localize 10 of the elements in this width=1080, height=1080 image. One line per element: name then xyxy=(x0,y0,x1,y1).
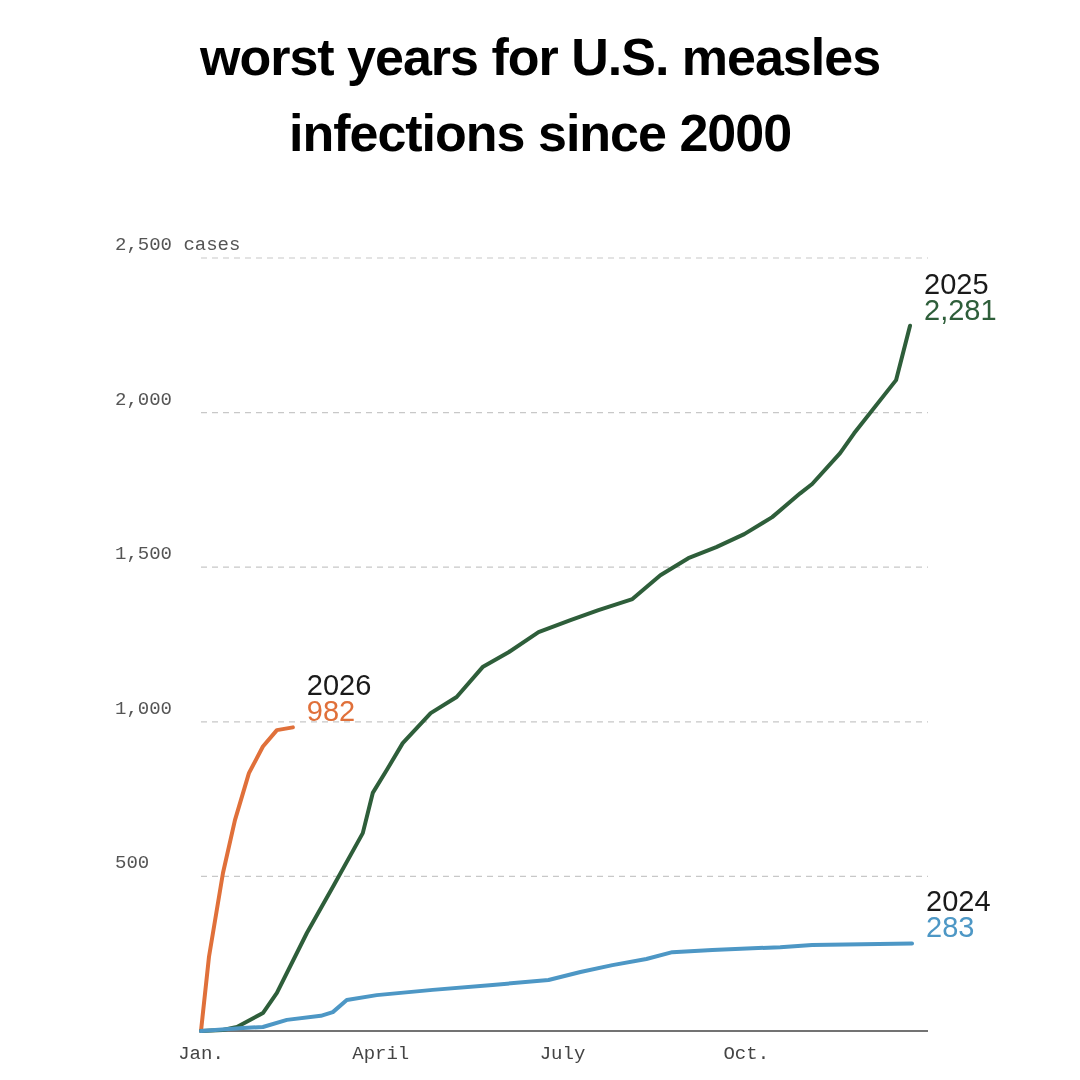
y-tick-label: 500 xyxy=(115,852,150,875)
y-tick-label: 1,500 xyxy=(115,543,173,566)
x-tick-label: April xyxy=(352,1043,410,1065)
x-tick-label: Oct. xyxy=(723,1043,770,1065)
x-tick-label: Jan. xyxy=(178,1043,224,1065)
y-tick-label: 2,500 cases xyxy=(115,234,241,256)
y-tick-label: 1,000 xyxy=(115,697,173,720)
chart-title: worst years for U.S. measles infections since 2000 xyxy=(198,28,881,162)
x-tick-label: July xyxy=(539,1043,586,1065)
y-tick-label: 2,000 xyxy=(115,388,173,411)
